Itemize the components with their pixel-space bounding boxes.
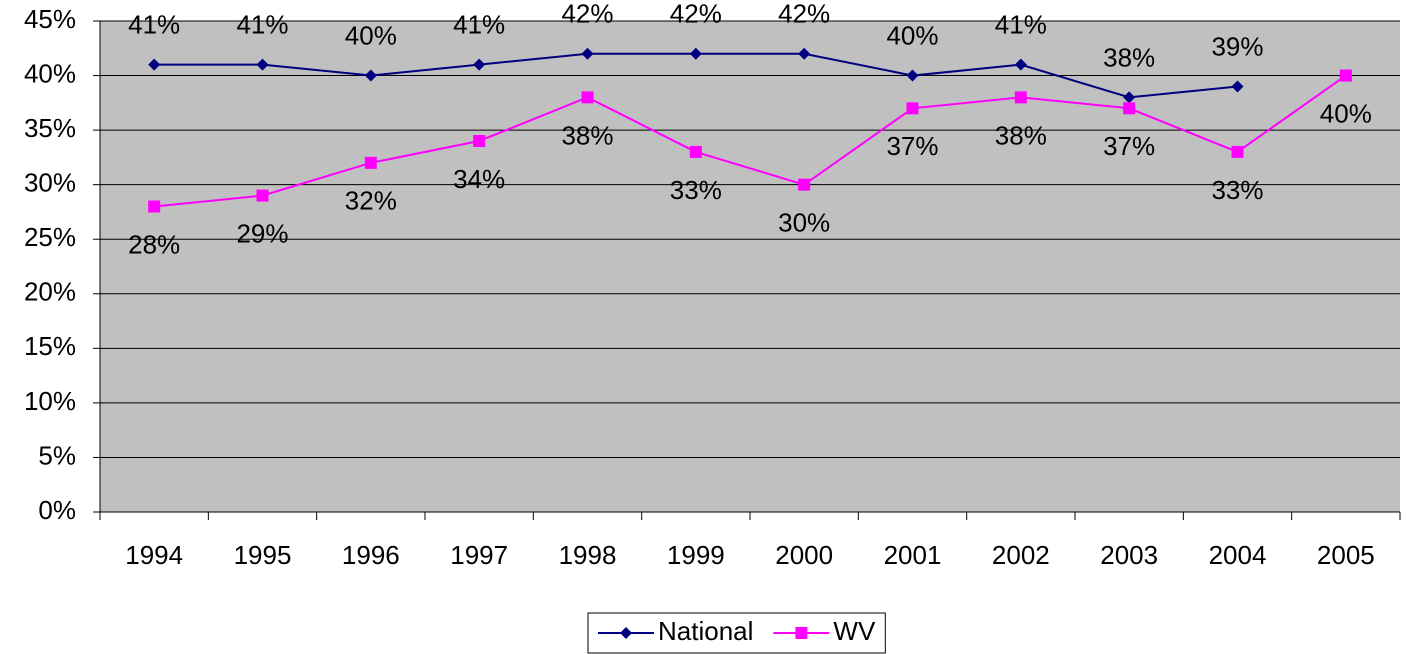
- y-tick-label: 25%: [24, 222, 76, 252]
- data-label: 42%: [670, 0, 722, 29]
- legend-label: WV: [833, 616, 876, 646]
- data-label: 41%: [236, 10, 288, 40]
- plot-area: [100, 21, 1400, 512]
- data-label: 40%: [1320, 98, 1372, 128]
- marker: [1231, 80, 1244, 93]
- marker: [1014, 58, 1027, 71]
- data-label: 40%: [345, 20, 397, 50]
- data-label: 38%: [561, 120, 613, 150]
- y-tick-label: 0%: [38, 495, 76, 525]
- x-tick-label: 1996: [342, 540, 400, 570]
- data-label: 34%: [453, 164, 505, 194]
- marker: [256, 189, 269, 202]
- marker: [620, 627, 632, 639]
- x-tick-label: 1999: [667, 540, 725, 570]
- legend-label: National: [658, 616, 753, 646]
- y-tick-label: 10%: [24, 386, 76, 416]
- data-label: 28%: [128, 229, 180, 259]
- data-label: 40%: [886, 20, 938, 50]
- x-tick-label: 1995: [234, 540, 292, 570]
- y-tick-label: 5%: [38, 440, 76, 470]
- marker: [581, 47, 594, 60]
- data-label: 39%: [1211, 31, 1263, 61]
- series-line: [154, 74, 1347, 208]
- data-label: 30%: [778, 208, 830, 238]
- data-label: 41%: [995, 10, 1047, 40]
- marker: [364, 69, 377, 82]
- marker: [364, 156, 377, 169]
- y-tick-label: 30%: [24, 168, 76, 198]
- marker: [798, 178, 811, 191]
- data-label: 33%: [670, 175, 722, 205]
- x-tick-label: 1994: [125, 540, 183, 570]
- marker: [473, 135, 486, 148]
- y-tick-label: 40%: [24, 58, 76, 88]
- data-label: 29%: [236, 218, 288, 248]
- marker: [795, 627, 808, 639]
- marker: [1123, 102, 1136, 115]
- marker: [689, 145, 702, 158]
- marker: [473, 58, 486, 71]
- y-tick-label: 15%: [24, 331, 76, 361]
- y-tick-label: 35%: [24, 113, 76, 143]
- x-tick-label: 2005: [1317, 540, 1375, 570]
- marker: [798, 47, 811, 60]
- data-label: 37%: [1103, 131, 1155, 161]
- x-tick-label: 1998: [559, 540, 617, 570]
- x-tick-label: 2004: [1209, 540, 1267, 570]
- marker: [906, 69, 919, 82]
- marker: [906, 102, 919, 115]
- x-tick-label: 2002: [992, 540, 1050, 570]
- data-label: 32%: [345, 186, 397, 216]
- marker: [256, 58, 269, 71]
- x-tick-label: 2000: [775, 540, 833, 570]
- marker: [148, 200, 161, 213]
- data-label: 42%: [561, 0, 613, 29]
- data-label: 33%: [1211, 175, 1263, 205]
- x-tick-label: 2003: [1100, 540, 1158, 570]
- data-label: 38%: [995, 120, 1047, 150]
- data-label: 38%: [1103, 42, 1155, 72]
- x-tick-label: 1997: [450, 540, 508, 570]
- y-tick-label: 45%: [24, 4, 76, 34]
- y-tick-label: 20%: [24, 277, 76, 307]
- data-label: 41%: [453, 10, 505, 40]
- marker: [1123, 91, 1136, 104]
- marker: [1339, 69, 1352, 82]
- marker: [148, 58, 161, 71]
- x-tick-label: 2001: [884, 540, 942, 570]
- marker: [1014, 91, 1027, 104]
- legend: National WV: [587, 612, 886, 654]
- data-label: 37%: [886, 131, 938, 161]
- data-label: 41%: [128, 10, 180, 40]
- data-label: 42%: [778, 0, 830, 29]
- marker: [581, 91, 594, 104]
- marker: [1231, 145, 1244, 158]
- marker: [689, 47, 702, 60]
